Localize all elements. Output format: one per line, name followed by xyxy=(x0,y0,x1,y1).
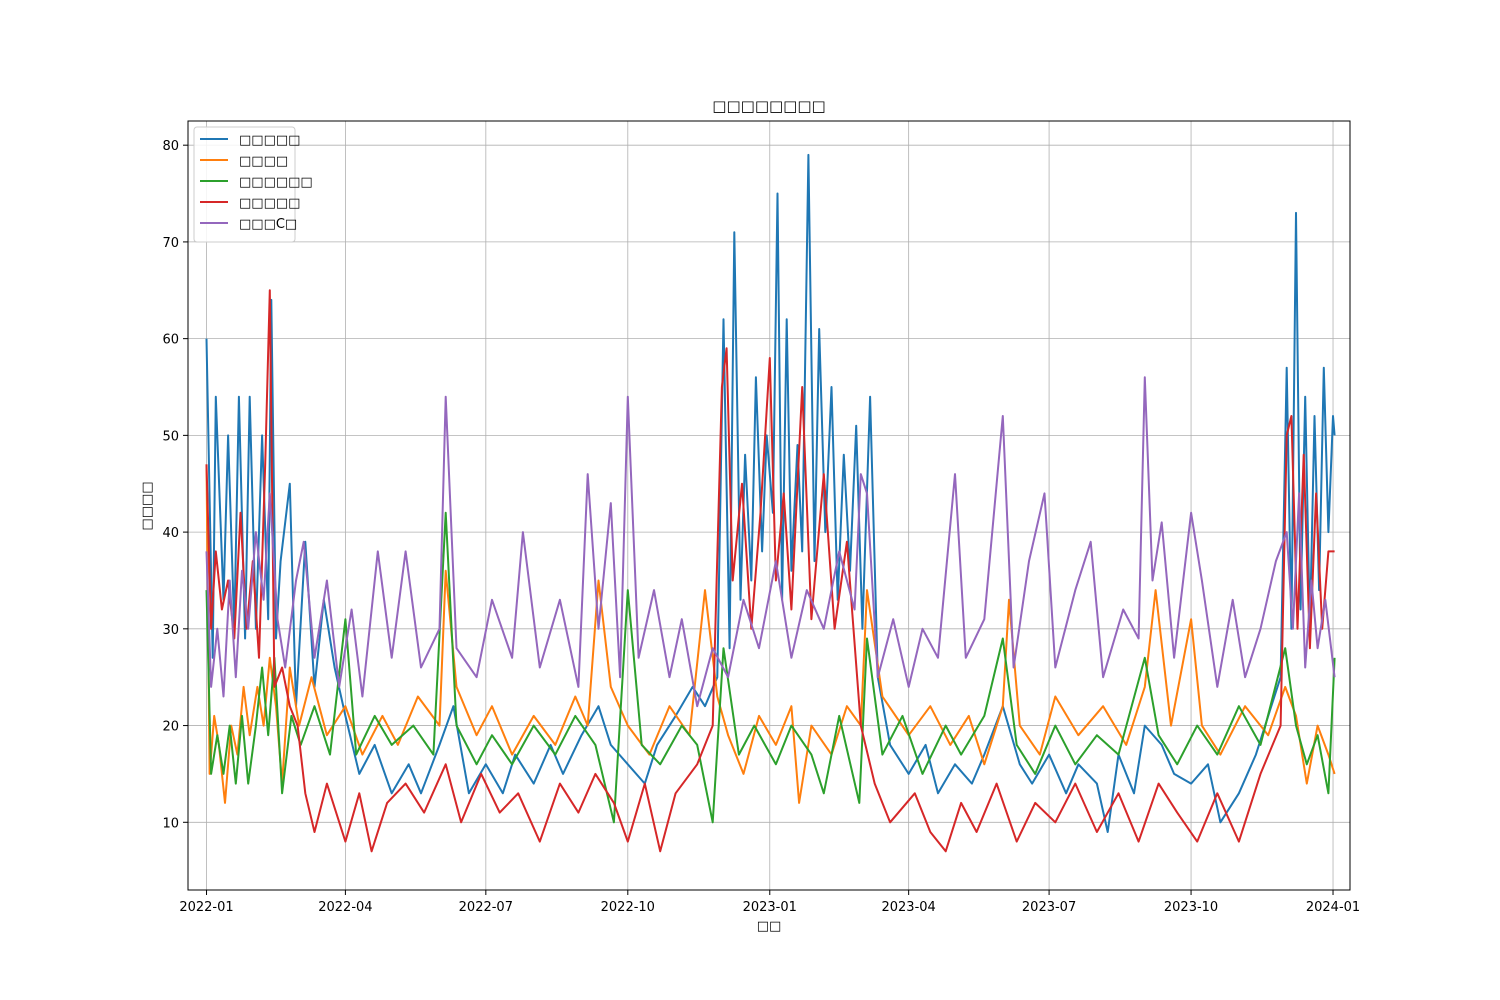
y-tick-label: 70 xyxy=(162,236,179,251)
legend-label: □□□C□ xyxy=(239,217,297,232)
y-axis-label: □□□□ xyxy=(140,481,155,530)
y-tick-label: 80 xyxy=(162,139,179,154)
legend-label: □□□□□ xyxy=(239,196,300,211)
x-tick-label: 2022-07 xyxy=(459,900,513,915)
legend-label: □□□□□ xyxy=(239,133,300,148)
legend: □□□□□□□□□□□□□□□□□□□□□□□C□ xyxy=(193,126,313,243)
series-line-2 xyxy=(205,464,1336,804)
x-tick-label: 2022-10 xyxy=(601,900,655,915)
x-tick-label: 2023-01 xyxy=(743,900,797,915)
x-axis: 2022-01 2022-04 2022-07 2022-10 2023-01 2023-… xyxy=(179,890,1360,915)
series-layer xyxy=(205,153,1336,853)
x-tick-label: 2023-04 xyxy=(881,900,935,915)
chart-title: □□□□□□□□ xyxy=(712,97,825,115)
y-tick-label: 40 xyxy=(162,526,179,541)
series-line-1 xyxy=(205,153,1336,833)
x-tick-label: 2022-01 xyxy=(179,900,233,915)
y-axis: 10 20 30 40 50 60 70 80 xyxy=(162,139,188,831)
y-tick-label: 30 xyxy=(162,623,179,638)
legend-label: □□□□□□ xyxy=(239,175,313,190)
x-tick-label: 2022-04 xyxy=(318,900,372,915)
legend-label: □□□□ xyxy=(239,154,288,169)
x-tick-label: 2023-07 xyxy=(1022,900,1076,915)
series-line-3 xyxy=(205,511,1336,824)
y-tick-label: 20 xyxy=(162,720,179,735)
legend-box xyxy=(193,126,296,243)
y-tick-label: 60 xyxy=(162,333,179,348)
y-tick-label: 50 xyxy=(162,429,179,444)
x-axis-label: □□ xyxy=(757,919,782,934)
series-line-4 xyxy=(205,289,1335,853)
x-tick-label: 2024-01 xyxy=(1306,900,1360,915)
plot-frame xyxy=(187,120,1351,891)
series-line-5 xyxy=(205,376,1336,708)
x-tick-label: 2023-10 xyxy=(1164,900,1218,915)
y-tick-label: 10 xyxy=(162,816,179,831)
